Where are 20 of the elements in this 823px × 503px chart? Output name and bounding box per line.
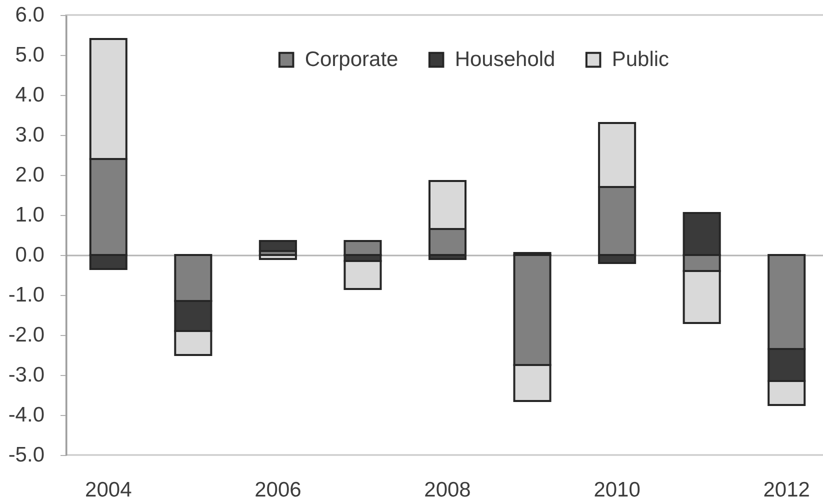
legend-label: Public [612,48,670,71]
y-tick-label: -4.0 [8,404,44,426]
x-tick-label: 2006 [254,478,302,502]
legend-label: Corporate [304,48,398,71]
y-tick-label: 0.0 [15,244,44,266]
x-tick-label: 2012 [763,478,810,502]
y-tick-label: -5.0 [8,444,44,466]
y-tick-label: 5.0 [15,44,44,66]
y-tick-label: 6.0 [15,4,44,26]
y-tick-label: -3.0 [8,364,44,386]
legend-label: Household [454,48,556,71]
x-tick-label: 2010 [594,478,640,502]
y-tick-label: -1.0 [8,284,44,306]
y-tick-label: 2.0 [15,164,44,186]
y-tick-label: -2.0 [8,324,44,346]
y-tick-label: 3.0 [15,124,44,146]
x-tick-label: 2004 [85,478,132,502]
y-tick-label: 4.0 [15,84,44,106]
x-tick-label: 2008 [424,478,471,502]
y-tick-label: 1.0 [15,204,44,226]
